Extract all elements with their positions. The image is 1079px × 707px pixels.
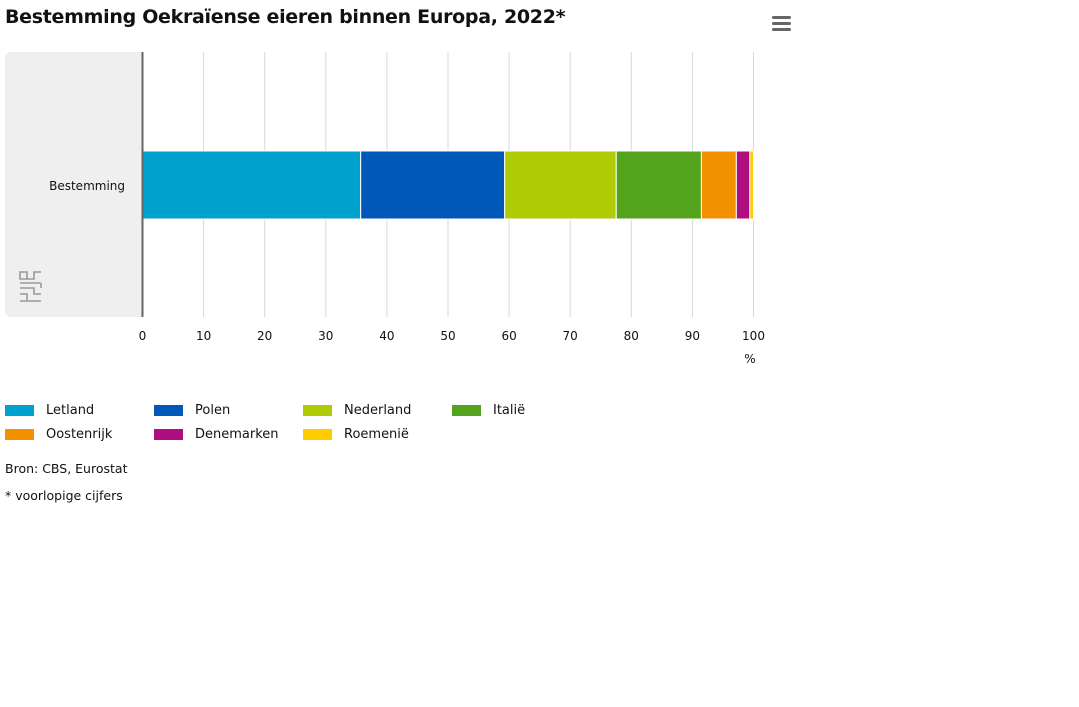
x-tick-label: 40 xyxy=(379,329,394,343)
bar-segment-itali-[interactable] xyxy=(615,150,702,220)
legend-swatch xyxy=(5,428,34,440)
bar-segment-roemeni-[interactable] xyxy=(749,150,755,220)
hamburger-menu-icon-bar xyxy=(772,22,791,25)
hamburger-menu-icon-bar xyxy=(772,28,791,31)
legend-item[interactable]: Oostenrijk xyxy=(5,424,112,444)
bars xyxy=(142,150,755,220)
legend-label: Oostenrijk xyxy=(46,426,113,442)
chart-area: 0 10 20 30 40 50 60 70 80 90 100 Bestemming % xyxy=(5,52,765,366)
x-tick-label: 60 xyxy=(501,329,516,343)
x-tick-label: 10 xyxy=(196,329,211,343)
legend-label: Nederland xyxy=(344,402,412,418)
x-tick-label: 90 xyxy=(685,329,700,343)
category-band xyxy=(5,52,155,317)
hamburger-menu-icon xyxy=(772,16,791,19)
x-axis-unit: % xyxy=(744,352,755,366)
legend-item[interactable]: Polen xyxy=(154,400,230,420)
category-label: Bestemming xyxy=(49,179,125,193)
legend-item[interactable]: Letland xyxy=(5,400,94,420)
source-note: Bron: CBS, Eurostat xyxy=(5,461,128,476)
x-axis-ticks: 0 10 20 30 40 50 60 70 80 90 100 xyxy=(139,329,765,343)
legend-item[interactable]: Nederland xyxy=(303,400,411,420)
bar-segment-nederland[interactable] xyxy=(504,150,617,220)
legend-label: Polen xyxy=(195,402,231,418)
x-tick-label: 70 xyxy=(563,329,578,343)
bar-segment-polen[interactable] xyxy=(360,150,506,220)
bar-segment-oostenrijk[interactable] xyxy=(700,150,737,220)
legend-swatch xyxy=(452,404,481,416)
legend-item[interactable]: Denemarken xyxy=(154,424,279,444)
x-tick-label: 20 xyxy=(257,329,272,343)
legend-swatch xyxy=(154,428,183,440)
x-tick-label: 80 xyxy=(624,329,639,343)
legend-swatch xyxy=(5,404,34,416)
cbs-logo-icon xyxy=(19,271,42,302)
x-tick-label: 0 xyxy=(139,329,147,343)
legend-label: Roemenië xyxy=(344,426,409,442)
legend-label: Letland xyxy=(46,402,95,418)
legend-swatch xyxy=(154,404,183,416)
legend-label: Italië xyxy=(493,402,526,418)
legend-label: Denemarken xyxy=(195,426,279,442)
x-tick-label: 100 xyxy=(742,329,765,343)
legend-swatch xyxy=(303,428,332,440)
legend-swatch xyxy=(303,404,332,416)
legend-item[interactable]: Roemenië xyxy=(303,424,409,444)
bar-segment-denemarken[interactable] xyxy=(735,150,751,220)
bar-segment-letland[interactable] xyxy=(142,150,362,220)
footnote: * voorlopige cijfers xyxy=(5,488,123,503)
chart-title: Bestemming Oekraïense eieren binnen Euro… xyxy=(5,6,566,28)
legend-item[interactable]: Italië xyxy=(452,400,525,420)
x-tick-label: 30 xyxy=(318,329,333,343)
x-tick-label: 50 xyxy=(440,329,455,343)
chart-menu-button[interactable] xyxy=(768,11,794,35)
